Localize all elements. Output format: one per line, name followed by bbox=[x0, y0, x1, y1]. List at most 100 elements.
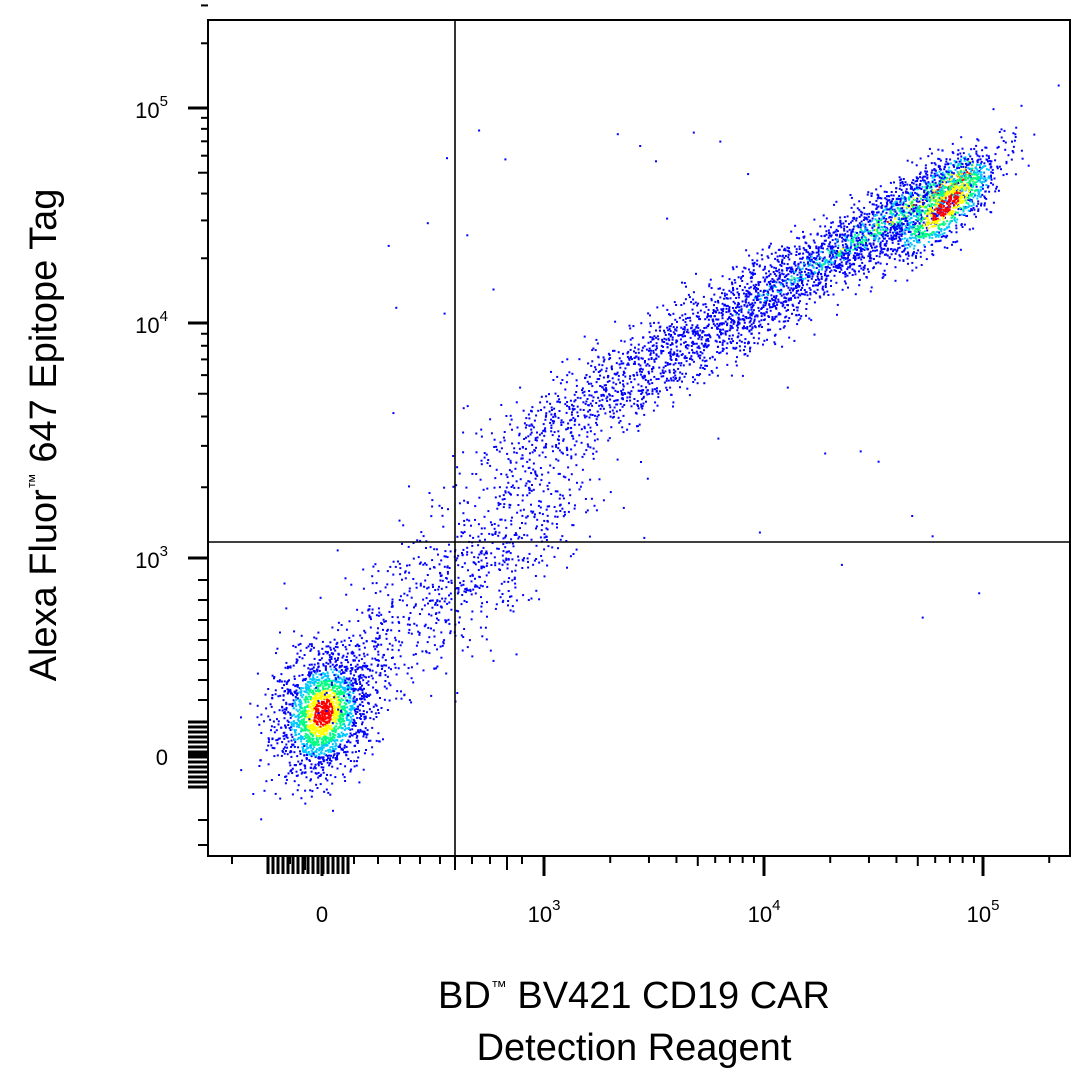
event-dot bbox=[350, 706, 353, 709]
event-dot bbox=[318, 746, 321, 749]
event-dot bbox=[273, 726, 276, 729]
event-dot bbox=[329, 749, 332, 752]
event-dot bbox=[336, 693, 339, 695]
event-dot bbox=[290, 721, 293, 724]
event-dot bbox=[899, 239, 902, 242]
event-dot bbox=[792, 289, 794, 292]
event-dot bbox=[483, 566, 486, 569]
event-dot bbox=[325, 788, 328, 791]
event-dot bbox=[795, 267, 798, 270]
event-dot bbox=[885, 226, 888, 229]
event-dot bbox=[328, 719, 331, 722]
event-dot bbox=[478, 587, 481, 589]
event-dot bbox=[328, 705, 331, 708]
event-dot bbox=[852, 236, 854, 239]
event-dot bbox=[626, 355, 629, 358]
event-dot bbox=[940, 235, 943, 238]
event-dot bbox=[296, 693, 298, 696]
event-dot bbox=[823, 243, 826, 246]
event-dot bbox=[471, 544, 474, 547]
event-dot bbox=[940, 187, 943, 190]
event-dot bbox=[322, 727, 324, 730]
event-dot bbox=[657, 355, 660, 358]
event-dot bbox=[399, 573, 402, 576]
event-dot bbox=[334, 776, 337, 779]
event-dot bbox=[322, 652, 325, 655]
event-dot bbox=[340, 681, 343, 684]
event-dot bbox=[505, 526, 508, 529]
event-dot bbox=[386, 648, 389, 651]
event-dot bbox=[732, 322, 735, 325]
event-dot bbox=[681, 353, 684, 356]
event-dot bbox=[915, 219, 917, 221]
event-dot bbox=[310, 702, 313, 705]
event-dot bbox=[911, 161, 914, 164]
event-dot bbox=[272, 720, 275, 723]
event-dot bbox=[361, 701, 364, 704]
event-dot bbox=[480, 532, 483, 535]
event-dot bbox=[401, 641, 404, 644]
event-dot bbox=[305, 695, 308, 698]
event-dot bbox=[785, 315, 788, 318]
event-dot bbox=[784, 255, 787, 257]
event-dot bbox=[807, 251, 809, 254]
event-dot bbox=[434, 601, 437, 604]
event-dot bbox=[791, 270, 794, 273]
event-dot bbox=[512, 545, 515, 548]
event-dot bbox=[481, 585, 484, 588]
event-dot bbox=[265, 749, 268, 752]
event-dot bbox=[304, 713, 307, 716]
event-dot bbox=[515, 451, 518, 454]
event-dot bbox=[602, 360, 605, 363]
event-dot bbox=[949, 169, 952, 172]
event-dot bbox=[714, 339, 717, 342]
event-dot bbox=[850, 245, 853, 248]
event-dot bbox=[310, 699, 312, 702]
event-dot bbox=[284, 712, 287, 715]
event-dot bbox=[895, 203, 898, 205]
event-dot bbox=[834, 245, 837, 248]
event-dot bbox=[860, 253, 863, 256]
event-dot bbox=[349, 728, 352, 731]
event-dot bbox=[804, 270, 806, 273]
event-dot bbox=[332, 756, 335, 759]
event-dot bbox=[424, 579, 427, 582]
event-dot bbox=[578, 423, 581, 426]
event-dot bbox=[456, 535, 459, 538]
event-dot bbox=[788, 258, 791, 261]
event-dot bbox=[489, 521, 492, 524]
event-dot bbox=[336, 687, 339, 690]
event-dot bbox=[400, 690, 402, 693]
event-dot bbox=[909, 201, 912, 204]
event-dot bbox=[339, 691, 342, 694]
event-dot bbox=[662, 375, 665, 378]
event-dot bbox=[338, 691, 341, 694]
event-dot bbox=[421, 650, 424, 653]
event-dot bbox=[335, 663, 338, 666]
event-dot bbox=[752, 336, 755, 339]
event-dot bbox=[336, 739, 339, 742]
event-dot bbox=[678, 378, 681, 381]
event-dot bbox=[326, 755, 329, 757]
event-dot bbox=[292, 664, 295, 667]
event-dot bbox=[346, 718, 349, 721]
event-dot bbox=[354, 733, 357, 735]
event-dot bbox=[508, 469, 511, 472]
event-dot bbox=[311, 739, 314, 742]
event-dot bbox=[292, 713, 295, 716]
event-dot bbox=[330, 652, 333, 655]
event-dot bbox=[802, 293, 805, 296]
event-dot bbox=[816, 255, 819, 258]
event-dot bbox=[273, 747, 276, 750]
event-dot bbox=[305, 745, 308, 748]
event-dot bbox=[307, 685, 310, 688]
event-dot bbox=[308, 735, 311, 738]
event-dot bbox=[531, 424, 534, 427]
event-dot bbox=[765, 311, 768, 314]
event-dot bbox=[362, 679, 365, 682]
event-dot bbox=[886, 247, 889, 250]
event-dot bbox=[534, 471, 537, 474]
event-dot bbox=[606, 395, 609, 398]
event-dot bbox=[439, 579, 442, 582]
event-dot bbox=[369, 739, 372, 742]
